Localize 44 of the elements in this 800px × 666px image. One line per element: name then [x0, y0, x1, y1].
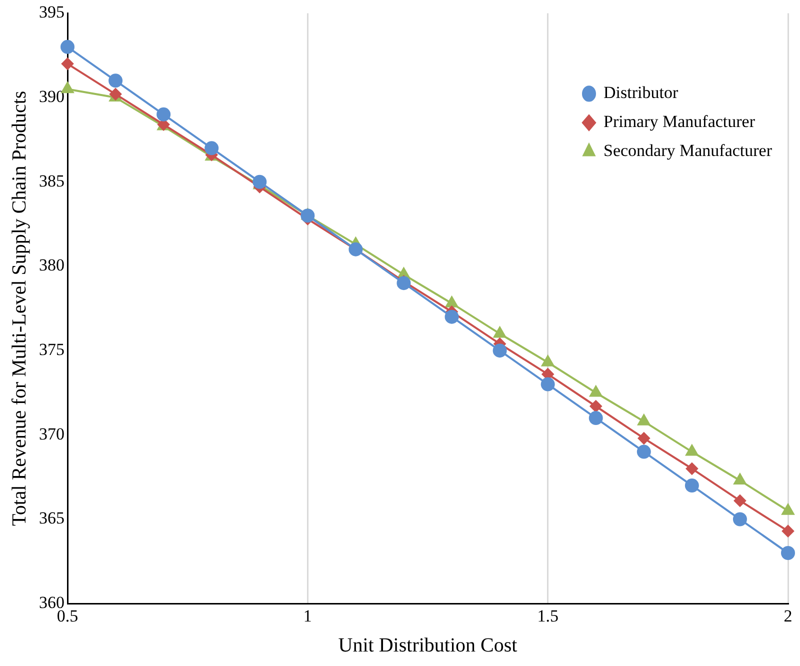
legend-label: Secondary Manufacturer — [603, 141, 772, 160]
point — [734, 473, 746, 484]
point — [494, 326, 506, 338]
point — [588, 411, 603, 426]
point — [638, 414, 650, 426]
point — [638, 432, 650, 444]
point — [781, 546, 795, 560]
y-tick-label: 380 — [39, 256, 64, 275]
point — [108, 74, 123, 88]
point — [62, 58, 74, 70]
point — [686, 444, 698, 456]
point — [590, 386, 602, 397]
x-tick-label: 1.5 — [537, 606, 558, 626]
point — [446, 296, 458, 308]
point — [542, 355, 554, 366]
point — [300, 208, 315, 223]
point — [734, 494, 746, 507]
point — [396, 276, 411, 290]
y-tick-label: 375 — [39, 340, 64, 360]
point — [492, 344, 507, 358]
point — [60, 40, 74, 54]
x-tick-label: 1 — [303, 606, 312, 626]
y-tick-label: 370 — [39, 424, 64, 444]
point — [156, 107, 171, 122]
point — [732, 512, 747, 526]
y-tick-label: 390 — [39, 87, 64, 106]
point — [444, 310, 459, 324]
point — [782, 525, 794, 538]
point — [636, 444, 651, 459]
x-axis-title: Unit Distribution Cost — [338, 634, 518, 656]
x-tick-label: 2 — [784, 606, 792, 626]
y-tick-label: 385 — [39, 171, 64, 190]
point — [782, 504, 794, 515]
y-axis-title: Total Revenue for Multi-Level Supply Chain Products — [8, 90, 30, 526]
point — [540, 377, 555, 392]
point — [204, 141, 219, 156]
point — [252, 174, 267, 189]
point — [590, 400, 602, 412]
legend-label: Distributor — [603, 83, 678, 102]
legend-label: Primary Manufacturer — [603, 112, 756, 132]
point — [686, 462, 698, 475]
y-tick-label: 395 — [39, 2, 64, 22]
point — [684, 478, 699, 493]
y-tick-label: 365 — [39, 508, 64, 528]
